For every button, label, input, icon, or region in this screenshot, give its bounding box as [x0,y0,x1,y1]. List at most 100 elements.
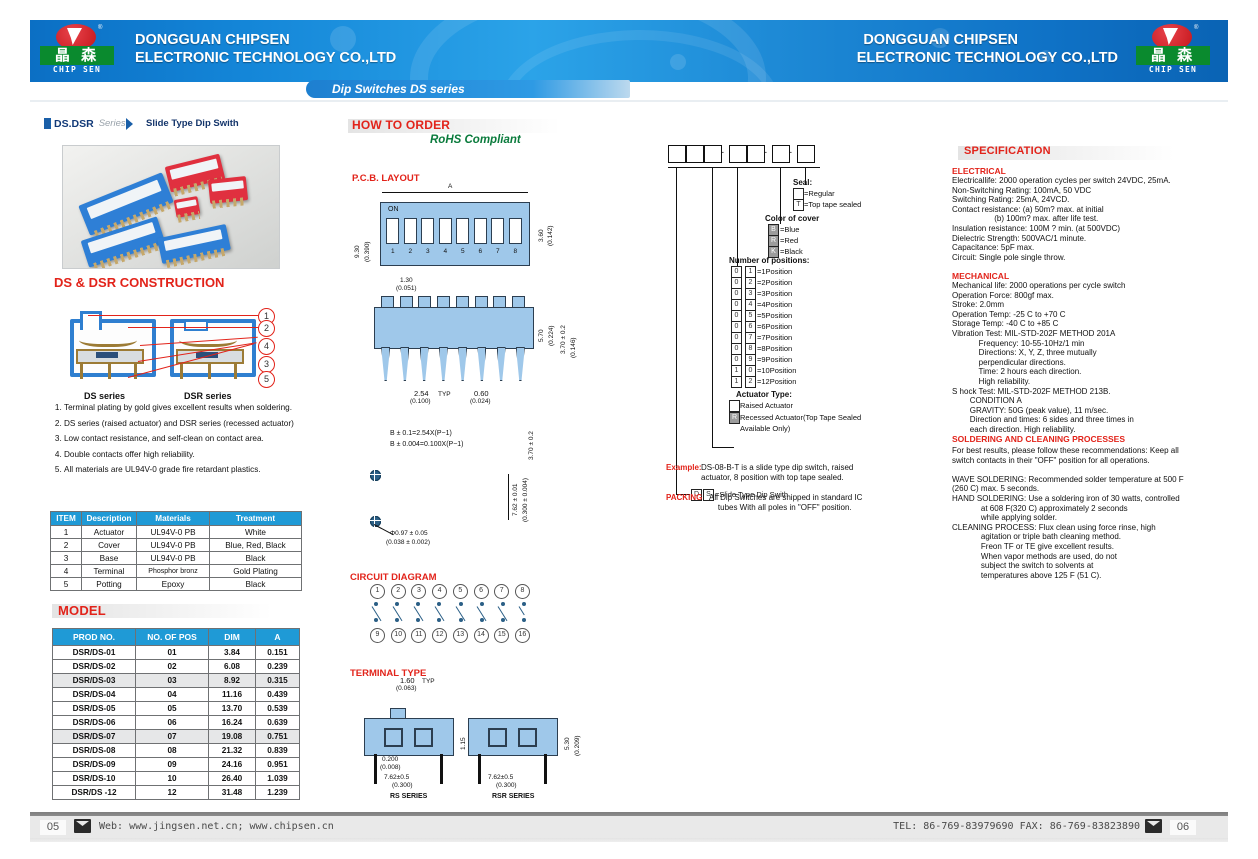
model-table: PROD NO. NO. OF POS DIM A DSR/DS-01 01 3.8… [52,628,300,800]
page-number-left: 05 [40,820,66,835]
dim-body-h-mm: 5.70 [538,329,545,342]
switch-pivot [395,602,400,606]
callout-3: 3 [258,356,275,373]
col-treatment: Treatment [209,511,302,526]
dim-span-mm: 7.62±0.5 [384,774,410,781]
cell: 5 [50,577,82,591]
cell: DSR/DS-06 [52,715,136,730]
specification-title: SPECIFICATION [964,145,1051,157]
color-title: Color of cover [765,214,820,223]
cell: 04 [135,687,209,702]
pos-5: 5 [460,248,465,255]
company-name-line2-left: ELECTRONIC TECHNOLOGY CO.,LTD [135,50,397,66]
series-code-d2: S [703,489,714,501]
dim-h2-mm: 5.30 [564,737,571,750]
specification-bar [958,146,1174,160]
electrical-title: ELECTRICAL [952,166,1006,176]
dim-pitch-mm: 1.30 [400,277,413,284]
series-tag: DS.DSR Series [44,117,133,130]
pos-3: 3 [425,248,430,255]
cell: 3.84 [208,645,256,660]
cell: 0.151 [255,645,300,660]
terminal-node: 11 [411,628,427,643]
rsr-series-drawing: 5.30 (0.209) 7.62±0.5 (0.300) [464,700,581,790]
dim-height-mm: 9.30 [354,245,361,258]
terminal-node: 16 [514,628,530,643]
cell: Cover [81,538,137,552]
table-row: DSR/DS-07 07 19.08 0.751 [52,729,300,744]
cell: 11.16 [208,687,256,702]
cell: 19.08 [208,729,256,744]
cell: 26.40 [208,771,256,786]
cell: 02 [135,659,209,674]
pos-label: =6Position [757,322,793,331]
pos-1: 1 [390,248,395,255]
terminal-node: 15 [494,628,510,643]
pos-7: 7 [495,248,500,255]
cell: 03 [135,673,209,688]
table-row: DSR/DS-01 01 3.84 0.151 [52,645,300,660]
decor-bubble [1040,50,1052,62]
logo-chinese-text: 晶 森 [40,46,114,65]
cell: UL94V-0 PB [136,525,210,539]
terminal-node: 1 [370,584,385,599]
table-row: 2 Cover UL94V-0 PB Blue, Red, Black [50,538,302,552]
ds-series-label: DS series [84,391,126,401]
callout-4: 4 [258,338,275,355]
logo-english-text: CHIP SEN [52,65,102,74]
dim-row-gap-mm: 7.62 ± 0.01 [512,483,519,516]
dim-term-w-typ: TYP [422,678,435,685]
series-code-d1: D [691,489,702,501]
cell: Potting [81,577,137,591]
table-row: DSR/DS-05 05 13.70 0.539 [52,701,300,716]
actuator-label-raised: Raised Actuator [740,401,793,410]
dim-pin-w-in: (0.024) [470,398,491,405]
cell: DSR/DS-02 [52,659,136,674]
on-label: ON [388,206,399,213]
cell: DSR/DS-08 [52,743,136,758]
table-row: 3 Base UL94V-0 PB Black [50,551,302,565]
footprint-drawing: B ± 0.1=2.54X(P−1) B ± 0.004=0.100X(P−1)… [348,424,568,546]
pos-label: =5Position [757,311,793,320]
dim-slot-mm: 3.60 [538,229,545,242]
switch-contact [395,618,400,622]
logo-english-text: CHIP SEN [1148,65,1198,74]
cell: DSR/DS -12 [52,785,136,800]
cell: 05 [135,701,209,716]
terminal-node: 10 [390,628,406,643]
switch-pivot [416,602,421,606]
cell: 0.951 [255,757,300,772]
cell: Base [81,551,137,565]
rsr-series-label: RSR SERIES [492,793,535,800]
cell: 1.039 [255,771,300,786]
switch-contact [521,618,526,622]
terminal-node: 9 [370,628,385,643]
switch-pivot [521,602,526,606]
cell: 1.239 [255,785,300,800]
product-photo [62,145,280,269]
table-header-row: PROD NO. NO. OF POS DIM A [52,628,300,646]
cell: Epoxy [136,577,210,591]
how-to-order-title: HOW TO ORDER [352,118,451,132]
series-square-icon [44,118,51,129]
col-item: ITEM [50,511,82,526]
cell: DSR/DS-09 [52,757,136,772]
product-switch-blue [157,224,231,268]
cell: 0.239 [255,659,300,674]
actuator-code-recessed: R [729,412,740,424]
terminal-node: 6 [473,584,489,599]
product-switch-red-small [173,196,201,223]
actuator-label-recessed: Recessed Actuator(Top Tape Sealed [740,413,862,422]
registered-icon: ® [1194,25,1199,31]
pos-label: =8Position [757,344,793,353]
dim-span-in: (0.300) [496,782,517,789]
example-label: Example: [666,463,702,472]
terminal-node: 2 [390,584,406,599]
cell: 31.48 [208,785,256,800]
terminal-node: 4 [432,584,448,599]
pos-label: =12Position [757,377,797,386]
mechanical-body: Mechanical life: 2000 operations per cyc… [952,281,1134,434]
header-divider [30,100,1228,102]
pos-8: 8 [513,248,518,255]
col-description: Description [81,511,137,526]
